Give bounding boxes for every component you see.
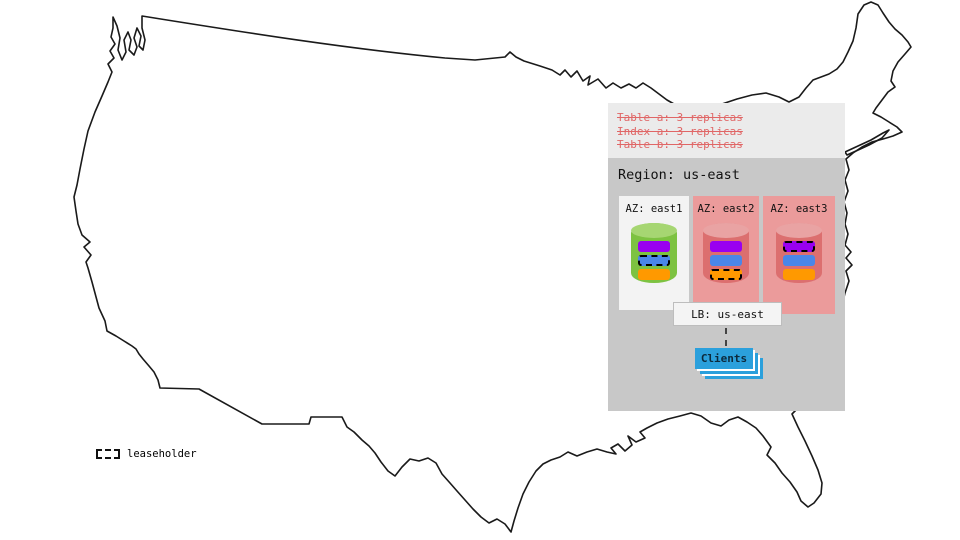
database-cylinder	[776, 223, 822, 283]
replica-bar	[783, 269, 815, 280]
long-island-outline	[844, 129, 890, 156]
cylinder-top	[703, 223, 749, 238]
leaseholder-swatch-icon	[96, 449, 120, 459]
az-box-east3: AZ: east3	[763, 196, 835, 314]
load-balancer-box: LB: us-east	[673, 302, 782, 326]
region-panel: Table a: 3 replicas Index a: 3 replicas …	[608, 103, 845, 411]
clients-box: Clients	[695, 348, 753, 369]
az-label: AZ: east2	[697, 203, 755, 215]
cylinder-top	[776, 223, 822, 238]
database-cylinder	[631, 223, 677, 283]
replica-bar	[710, 241, 742, 252]
zone-config-item: Table a: 3 replicas	[617, 111, 743, 124]
az-label: AZ: east1	[625, 203, 683, 215]
zone-config-item: Index a: 3 replicas	[617, 124, 743, 138]
region-title: Region: us-east	[618, 167, 740, 183]
us-map-outline	[73, 1, 912, 533]
database-cylinder	[703, 223, 749, 283]
replica-bar	[710, 269, 742, 280]
leaseholder-legend: leaseholder	[96, 448, 197, 460]
leaseholder-legend-label: leaseholder	[127, 448, 197, 460]
az-box-east1: AZ: east1	[619, 196, 689, 310]
replica-bar	[783, 241, 815, 252]
replica-bar	[638, 255, 670, 266]
zone-config-item: Table b: 3 replicas	[617, 138, 743, 151]
lb-clients-connector	[725, 328, 727, 346]
replica-bar	[710, 255, 742, 266]
az-label: AZ: east3	[770, 203, 828, 215]
az-row: AZ: east1 AZ: east2 AZ: east3	[619, 196, 835, 314]
replica-bar	[783, 255, 815, 266]
cylinder-top	[631, 223, 677, 238]
replica-bar	[638, 269, 670, 280]
replica-bar	[638, 241, 670, 252]
zone-config-list: Table a: 3 replicas Index a: 3 replicas …	[608, 103, 845, 158]
az-box-east2: AZ: east2	[693, 196, 759, 314]
